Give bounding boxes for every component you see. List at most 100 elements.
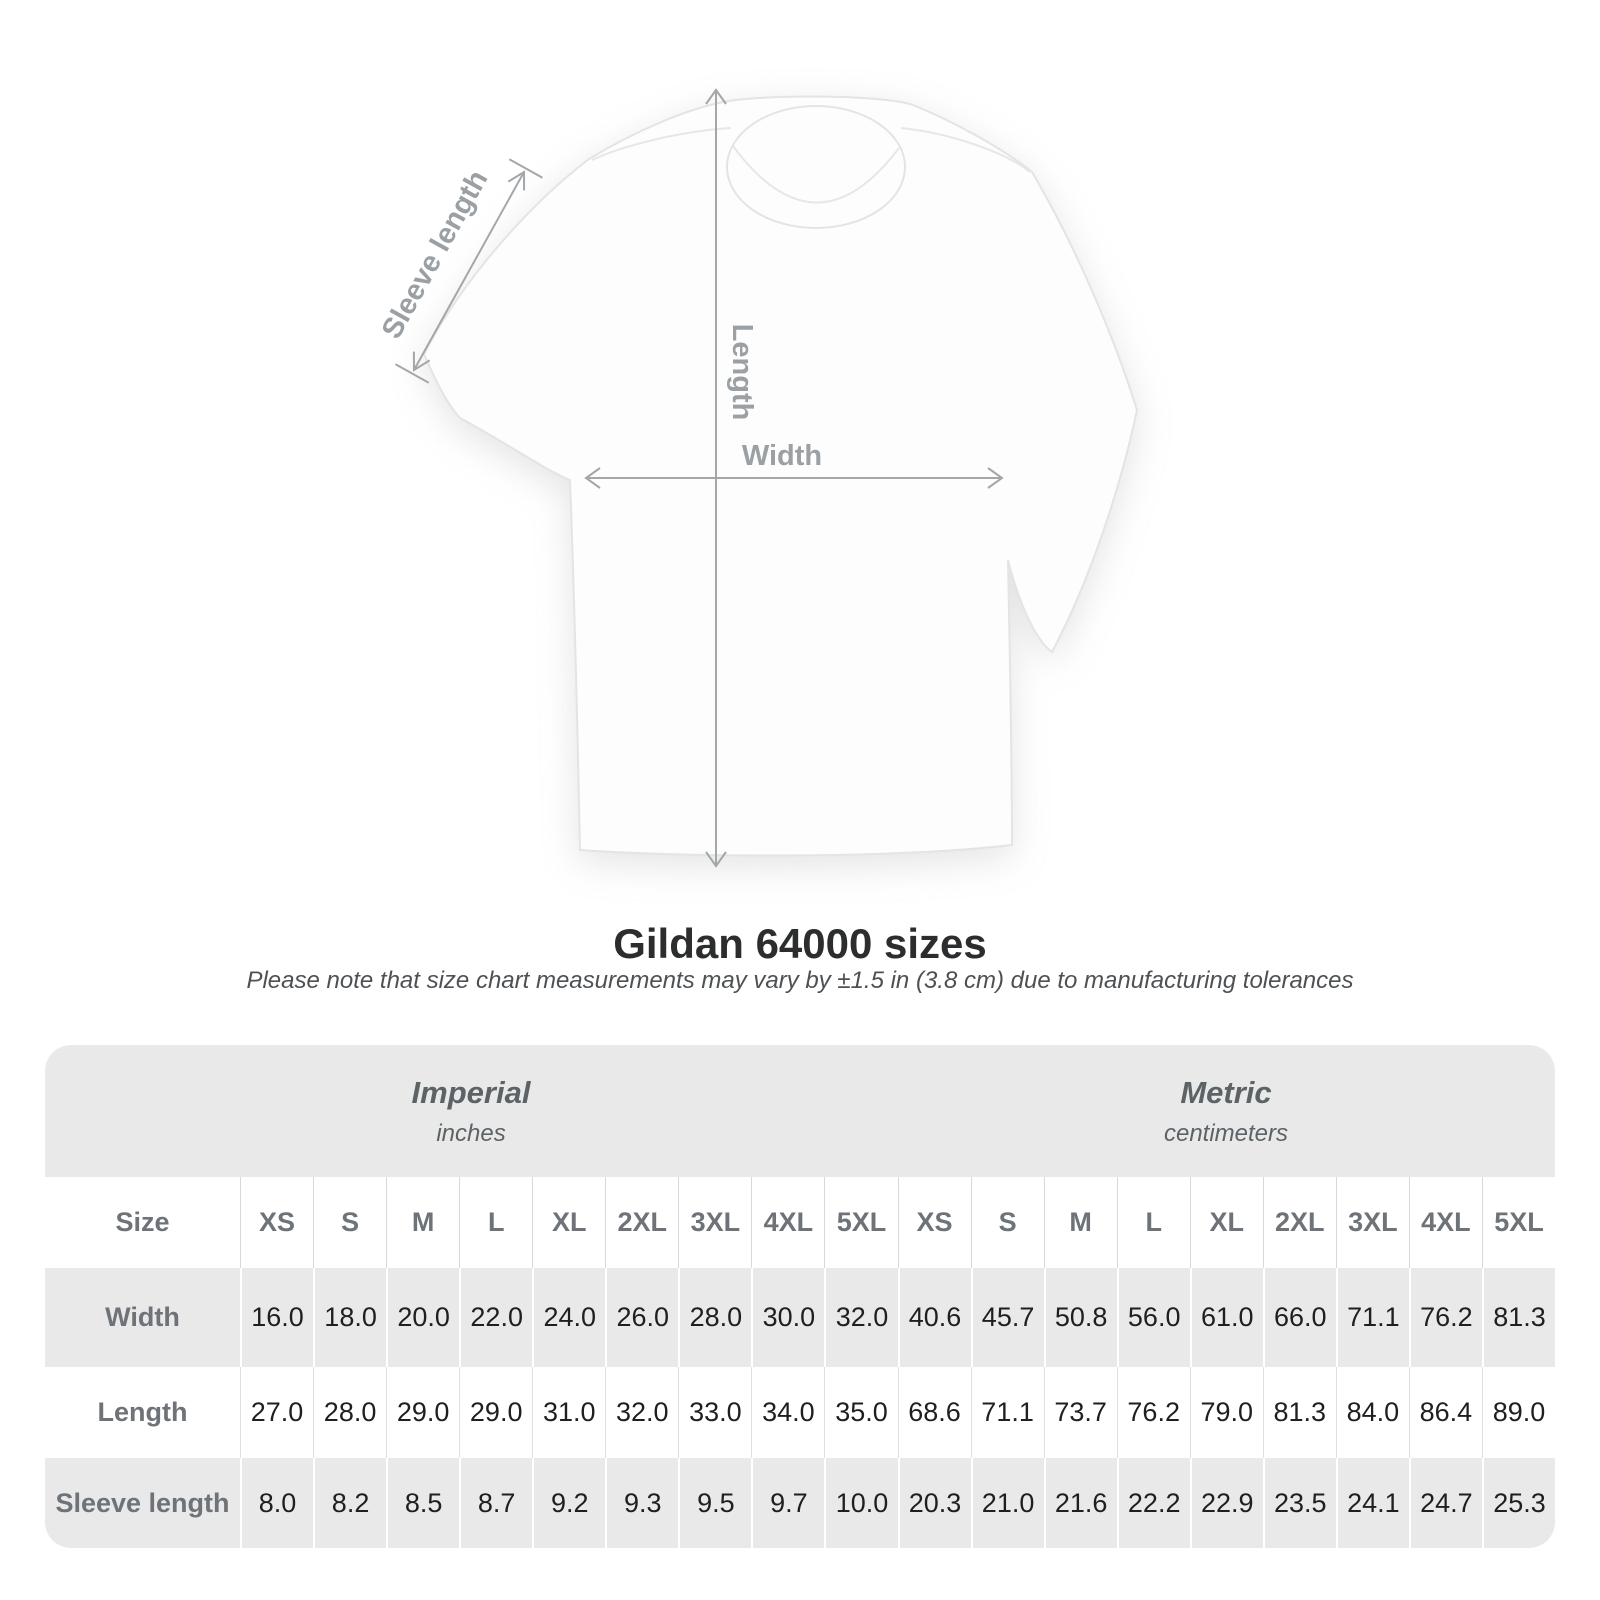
measurement-cell: 32.0 [824,1268,897,1367]
tshirt-measurement-diagram: Length Width Sleeve length [376,88,1139,868]
measurement-cell: 9.3 [605,1458,678,1548]
measurement-cell: 22.2 [1116,1458,1190,1548]
measurement-cell: 61.0 [1189,1268,1263,1367]
measurement-cell: 8.0 [240,1458,313,1548]
measurement-cell: 28.0 [313,1367,386,1458]
measurement-cell: 68.6 [897,1367,971,1458]
measurement-cell: 24.0 [532,1268,605,1367]
width-arrow [584,467,1004,489]
table-row: Length 27.0 28.0 29.0 29.0 31.0 32.0 33.0 34.0 35… [45,1367,1555,1458]
metric-title: Metric [1180,1074,1272,1110]
row-label: Width [105,1302,180,1332]
measurement-cell: 71.1 [1335,1268,1409,1367]
measurement-cell: 20.0 [386,1268,459,1367]
tolerance-note: Please note that size chart measurements… [246,967,1354,994]
size-corner-header: Size [115,1207,170,1237]
measurement-cell: 28.0 [678,1268,751,1367]
measurement-cell: 66.0 [1262,1268,1336,1367]
size-column-header: 2XL [605,1177,678,1268]
measurement-cell: 45.7 [970,1268,1044,1367]
measurement-cell: 79.0 [1189,1367,1263,1458]
measurement-cell: 9.2 [532,1458,605,1548]
measurement-cell: 21.0 [970,1458,1044,1548]
row-label: Sleeve length [55,1487,230,1518]
measurement-cell: 76.2 [1408,1268,1482,1367]
tshirt-body [422,95,1139,857]
size-column-header: XS [240,1177,313,1268]
measurement-cell: 25.3 [1481,1458,1555,1548]
measurement-cell: 16.0 [240,1268,313,1367]
measurement-cell: 24.7 [1408,1458,1482,1548]
measurement-cell: 73.7 [1043,1367,1117,1458]
measurement-cell: 26.0 [605,1268,678,1367]
row-label: Length [97,1397,188,1427]
measurement-cell: 8.7 [459,1458,532,1548]
measurement-cell: 50.8 [1043,1268,1117,1367]
measurement-cell: 8.5 [386,1458,459,1548]
measurement-cell: 29.0 [459,1367,532,1458]
size-column-header: 4XL [1408,1177,1482,1268]
size-column-header: S [970,1177,1044,1268]
measurement-cell: 10.0 [824,1458,897,1548]
size-header-row: Size XS S M L XL 2XL 3XL 4XL 5XL XS S M L XL 2XL 3XL 4XL 5… [45,1177,1555,1268]
measurement-cell: 84.0 [1335,1367,1409,1458]
size-column-header: L [1116,1177,1190,1268]
size-column-header: XL [1189,1177,1263,1268]
measurement-cell: 22.9 [1189,1458,1263,1548]
size-column-header: S [313,1177,386,1268]
table-header-band: Imperial inches Metric centimeters [45,1045,1555,1177]
measurement-cell: 31.0 [532,1367,605,1458]
measurement-cell: 32.0 [605,1367,678,1458]
table-rows: Size XS S M L XL 2XL 3XL 4XL 5XL XS S M L XL 2XL 3XL 4XL 5… [45,1177,1555,1548]
measurement-cell: 30.0 [751,1268,824,1367]
size-column-header: 5XL [824,1177,897,1268]
measurement-cell: 9.7 [751,1458,824,1548]
measurement-cell: 86.4 [1408,1367,1482,1458]
imperial-title: Imperial [411,1074,531,1110]
size-column-header: 3XL [1335,1177,1409,1268]
size-column-header: 4XL [751,1177,824,1268]
measurement-cell: 81.3 [1481,1268,1555,1367]
size-column-header: L [459,1177,532,1268]
measurement-cell: 81.3 [1262,1367,1336,1458]
measurement-cell: 29.0 [386,1367,459,1458]
metric-unit: centimeters [1163,1119,1289,1147]
table-row: Sleeve length 8.0 8.2 8.5 8.7 9.2 9.3 9.5 9.7 10.… [45,1458,1555,1548]
size-table: Imperial inches Metric centimeters Size X… [45,1045,1555,1548]
right-shoulder-seam [900,127,1031,173]
measurement-cell: 40.6 [897,1268,971,1367]
size-column-header: 3XL [678,1177,751,1268]
measurement-cell: 20.3 [897,1458,971,1548]
measurement-cell: 22.0 [459,1268,532,1367]
measurement-cell: 89.0 [1481,1367,1555,1458]
measurement-cell: 71.1 [970,1367,1044,1458]
measurement-cell: 56.0 [1116,1268,1190,1367]
measurement-cell: 8.2 [313,1458,386,1548]
collar-seam [732,145,900,204]
measurement-cell: 23.5 [1262,1458,1336,1548]
length-label: Length [726,324,758,421]
size-column-header: XS [897,1177,971,1268]
measurement-cell: 35.0 [824,1367,897,1458]
size-column-header: M [1043,1177,1117,1268]
measurement-cell: 33.0 [678,1367,751,1458]
left-shoulder-seam [591,127,732,161]
imperial-section-header: Imperial inches [45,1045,897,1177]
size-column-header: 2XL [1262,1177,1336,1268]
imperial-unit: inches [436,1119,506,1147]
measurement-cell: 24.1 [1335,1458,1409,1548]
size-column-header: 5XL [1481,1177,1555,1268]
measurement-cell: 18.0 [313,1268,386,1367]
measurement-cell: 76.2 [1116,1367,1190,1458]
measurement-cell: 27.0 [240,1367,313,1458]
size-column-header: XL [532,1177,605,1268]
collar [726,105,906,229]
sleeve-length-arrow [395,158,543,384]
measurement-cell: 9.5 [678,1458,751,1548]
page-title: Gildan 64000 sizes [613,920,987,967]
table-row: Width 16.0 18.0 20.0 22.0 24.0 26.0 28.0 30.0 32.… [45,1268,1555,1367]
width-label: Width [742,440,822,472]
metric-section-header: Metric centimeters [897,1045,1555,1177]
tshirt-illustration [422,95,1139,857]
